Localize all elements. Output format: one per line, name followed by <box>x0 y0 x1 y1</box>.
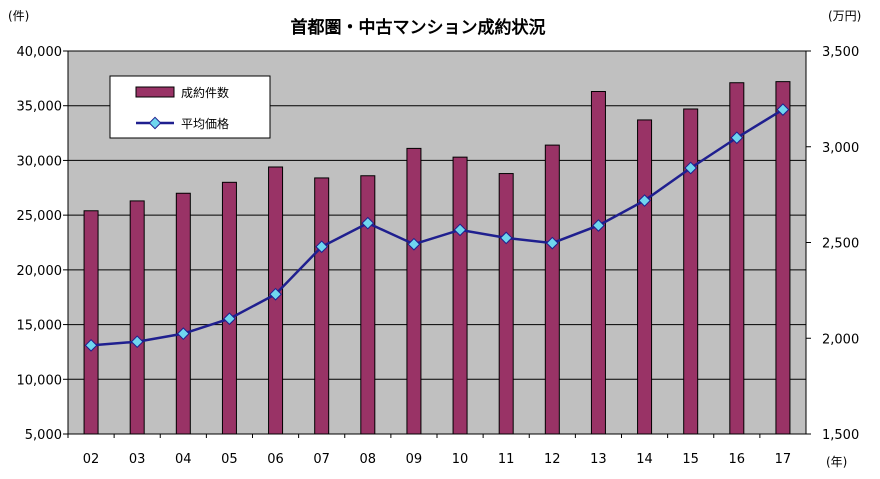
right-axis: 1,500 2,000 2,500 3,000 3,500 <box>806 45 859 443</box>
left-tick-label: 25,000 <box>17 209 63 224</box>
left-tick-label: 35,000 <box>17 100 63 115</box>
x-axis: 02 03 04 05 06 07 08 09 10 11 12 13 14 15 16 17 <box>67 434 792 467</box>
bar <box>775 81 791 435</box>
price-marker <box>407 237 421 251</box>
price-marker <box>130 335 144 349</box>
left-axis-unit: (件) <box>8 9 29 23</box>
right-axis-unit: (万円) <box>828 9 861 23</box>
x-tick-label: 08 <box>360 452 377 467</box>
price-marker <box>176 327 190 341</box>
x-tick-label: 14 <box>636 452 653 467</box>
x-tick-label: 09 <box>406 452 423 467</box>
bar <box>129 200 145 435</box>
x-tick-label: 03 <box>129 452 146 467</box>
left-tick-label: 5,000 <box>25 428 62 443</box>
x-tick-label: 10 <box>452 452 469 467</box>
bar <box>175 192 191 435</box>
price-marker <box>730 131 744 145</box>
legend-line-label: 平均価格 <box>181 116 229 131</box>
x-tick-label: 12 <box>544 452 561 467</box>
left-tick-label: 10,000 <box>17 373 63 388</box>
bar <box>590 90 606 435</box>
x-axis-unit: (年) <box>826 455 847 469</box>
bar <box>221 181 237 435</box>
x-tick-label: 02 <box>83 452 100 467</box>
price-marker <box>361 216 375 230</box>
price-marker <box>499 231 513 245</box>
bar <box>498 173 514 435</box>
x-tick-label: 15 <box>682 452 699 467</box>
bar <box>637 119 653 435</box>
bar <box>683 108 699 435</box>
price-marker <box>545 236 559 250</box>
right-tick-label: 2,500 <box>822 237 859 252</box>
gridlines <box>68 105 806 380</box>
bar <box>314 177 330 435</box>
price-line <box>90 108 784 347</box>
x-tick-label: 07 <box>313 452 330 467</box>
right-tick-label: 2,000 <box>822 332 859 347</box>
price-marker <box>453 223 467 237</box>
legend-line-marker <box>148 116 162 130</box>
bar <box>544 144 560 435</box>
x-tick-label: 17 <box>775 452 792 467</box>
legend: 成約件数 平均価格 <box>109 75 271 139</box>
price-marker <box>776 103 790 116</box>
bar <box>360 175 376 435</box>
left-tick-label: 30,000 <box>17 154 63 169</box>
bar <box>406 147 422 435</box>
bar <box>83 210 99 435</box>
right-tick-label: 1,500 <box>822 428 859 443</box>
price-marker <box>84 338 98 352</box>
right-tick-label: 3,500 <box>822 45 859 60</box>
right-tick-label: 3,000 <box>822 141 859 156</box>
x-tick-label: 11 <box>498 452 515 467</box>
price-markers <box>84 103 790 352</box>
x-tick-label: 16 <box>729 452 746 467</box>
legend-bar-label: 成約件数 <box>181 85 229 100</box>
legend-box <box>109 75 271 139</box>
price-marker <box>638 194 651 207</box>
x-tick-label: 04 <box>175 452 192 467</box>
left-tick-label: 40,000 <box>17 45 63 60</box>
price-marker <box>269 287 282 301</box>
left-tick-label: 20,000 <box>17 264 63 279</box>
left-axis: 5,000 10,000 15,000 20,000 25,000 30,000 35,00… <box>17 45 68 443</box>
x-tick-label: 13 <box>590 452 607 467</box>
price-marker <box>684 161 698 175</box>
price-marker <box>592 219 605 232</box>
left-tick-label: 15,000 <box>17 319 63 334</box>
bar <box>452 156 468 435</box>
chart-title: 首都圏・中古マンション成約状況 <box>291 17 546 38</box>
price-marker <box>315 240 329 254</box>
price-marker <box>223 312 236 326</box>
legend-bar-swatch <box>135 86 175 98</box>
x-tick-label: 05 <box>221 452 238 467</box>
x-tick-label: 06 <box>267 452 284 467</box>
